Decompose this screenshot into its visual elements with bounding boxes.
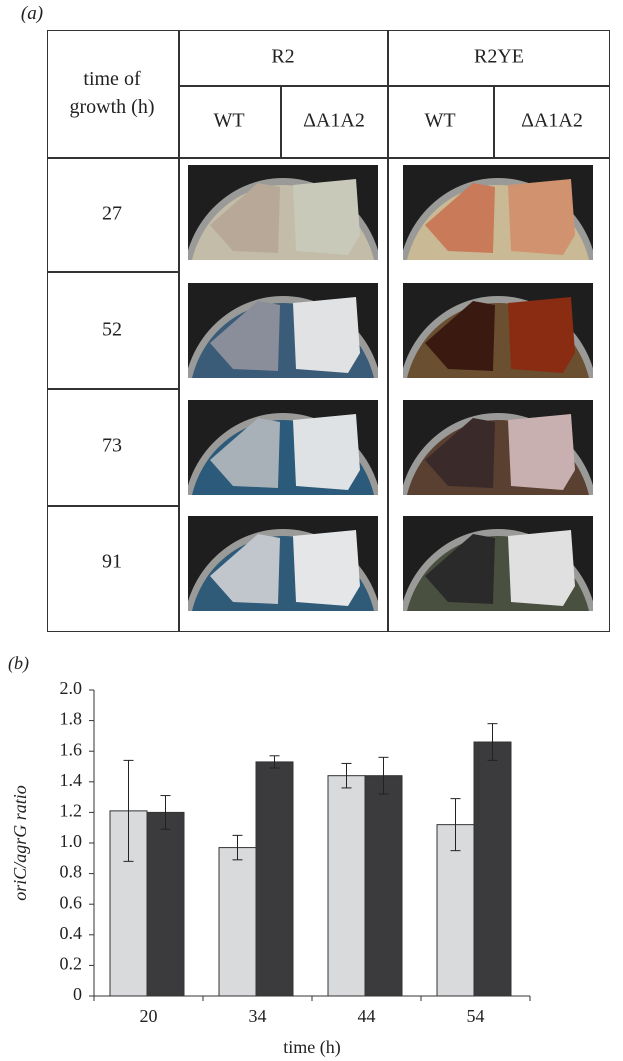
- colony: [425, 183, 495, 253]
- error-bar: [123, 759, 134, 862]
- y-tick-label: 1.0: [60, 831, 83, 851]
- time-label: 52: [102, 318, 122, 341]
- colony: [425, 301, 495, 371]
- colony: [293, 179, 360, 255]
- colony: [508, 179, 575, 255]
- y-tick-label: 0.8: [60, 862, 83, 882]
- colony: [508, 297, 575, 373]
- rule: [47, 271, 178, 273]
- strain-header: ΔA1A2: [303, 109, 365, 132]
- plate-photo: [188, 165, 378, 260]
- error-bar: [341, 762, 352, 789]
- colony: [425, 534, 495, 604]
- medium-header: R2YE: [474, 45, 524, 68]
- colony: [210, 183, 280, 253]
- panel-label: (a): [20, 3, 44, 24]
- y-tick-label: 1.8: [60, 709, 83, 729]
- error-bar: [269, 755, 280, 769]
- rule: [280, 85, 282, 157]
- bar: [218, 847, 257, 997]
- strain-header: WT: [213, 109, 245, 132]
- strain-header: ΔA1A2: [521, 109, 583, 132]
- y-tick-label: 1.2: [60, 801, 83, 821]
- colony: [293, 530, 360, 606]
- table: [47, 30, 610, 632]
- error-bar: [232, 834, 243, 861]
- rule: [178, 30, 180, 632]
- error-bar: [487, 723, 498, 761]
- y-tick-label: 2.0: [60, 678, 83, 698]
- colony: [508, 530, 575, 606]
- y-tick-label: 0.2: [60, 954, 83, 974]
- y-tick-label: 1.4: [60, 770, 83, 790]
- x-axis-label: time (h): [283, 1037, 340, 1058]
- rule: [47, 388, 178, 390]
- colony: [425, 418, 495, 488]
- panel-label: (b): [8, 653, 29, 674]
- x-tick-label: 34: [249, 1006, 267, 1026]
- time-label: 73: [102, 434, 122, 457]
- bar: [146, 811, 185, 997]
- plate-photo: [403, 400, 593, 495]
- colony: [293, 297, 360, 373]
- colony: [508, 414, 575, 490]
- rule: [47, 157, 610, 159]
- bar: [436, 824, 475, 997]
- x-tick-label: 54: [467, 1006, 485, 1026]
- y-tick-label: 0: [73, 984, 82, 1004]
- y-tick-label: 0.4: [60, 923, 83, 943]
- x-tick-label: 20: [140, 1006, 158, 1026]
- corner-header: time of growth (h): [69, 68, 155, 118]
- colony: [293, 414, 360, 490]
- time-label: 27: [102, 202, 122, 225]
- error-bar: [160, 795, 171, 830]
- plate-photo: [188, 516, 378, 611]
- plate-photo: [188, 400, 378, 495]
- y-tick-label: 1.6: [60, 739, 83, 759]
- rule: [387, 30, 389, 632]
- error-bar: [450, 798, 461, 852]
- y-axis-label: oriC/agrG ratio: [10, 785, 30, 901]
- colony: [210, 301, 280, 371]
- medium-header: R2: [271, 45, 295, 68]
- strain-header: WT: [424, 109, 456, 132]
- colony: [210, 534, 280, 604]
- rule: [47, 505, 178, 507]
- y-tick-label: 0.6: [60, 892, 83, 912]
- rule: [178, 85, 610, 87]
- plate-photo: [403, 283, 593, 378]
- rule: [493, 85, 495, 157]
- bar: [327, 775, 366, 997]
- colony: [210, 418, 280, 488]
- error-bar: [378, 756, 389, 795]
- time-label: 91: [102, 550, 122, 573]
- plate-photo: [403, 516, 593, 611]
- bar: [473, 741, 512, 997]
- x-tick-label: 44: [358, 1006, 376, 1026]
- bar: [364, 775, 403, 997]
- plate-photo: [403, 165, 593, 260]
- bar: [255, 761, 294, 997]
- plate-photo: [188, 283, 378, 378]
